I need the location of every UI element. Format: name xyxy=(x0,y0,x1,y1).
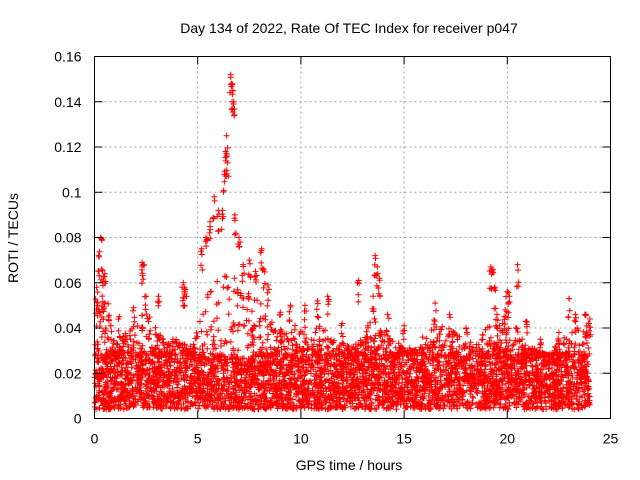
axis-ticks xyxy=(94,56,611,419)
x-tick-label: 15 xyxy=(396,431,412,447)
x-tick-label: 5 xyxy=(194,431,202,447)
y-tick-label: 0.02 xyxy=(54,365,81,381)
y-axis-label: ROTI / TECUs xyxy=(5,193,21,283)
data-points xyxy=(91,71,594,413)
grid xyxy=(94,56,611,419)
x-axis-label: GPS time / hours xyxy=(296,457,403,473)
y-tick-label: 0 xyxy=(74,411,82,427)
chart-title: Day 134 of 2022, Rate Of TEC Index for r… xyxy=(180,20,518,36)
x-tick-label: 25 xyxy=(603,431,619,447)
y-tick-labels: 0 0.02 0.04 0.06 0.08 0.1 0.12 0.14 0.16 xyxy=(54,49,81,427)
y-tick-label: 0.1 xyxy=(62,184,82,200)
y-tick-label: 0.06 xyxy=(54,275,81,291)
y-tick-label: 0.14 xyxy=(54,94,81,110)
x-tick-label: 10 xyxy=(293,431,309,447)
x-tick-labels: 0 5 10 15 20 25 xyxy=(91,431,619,447)
y-tick-label: 0.04 xyxy=(54,320,81,336)
y-tick-label: 0.16 xyxy=(54,49,81,65)
y-tick-label: 0.12 xyxy=(54,139,81,155)
x-tick-label: 20 xyxy=(500,431,516,447)
y-tick-label: 0.08 xyxy=(54,230,81,246)
roti-point-markers xyxy=(91,71,594,413)
x-tick-label: 0 xyxy=(91,431,99,447)
